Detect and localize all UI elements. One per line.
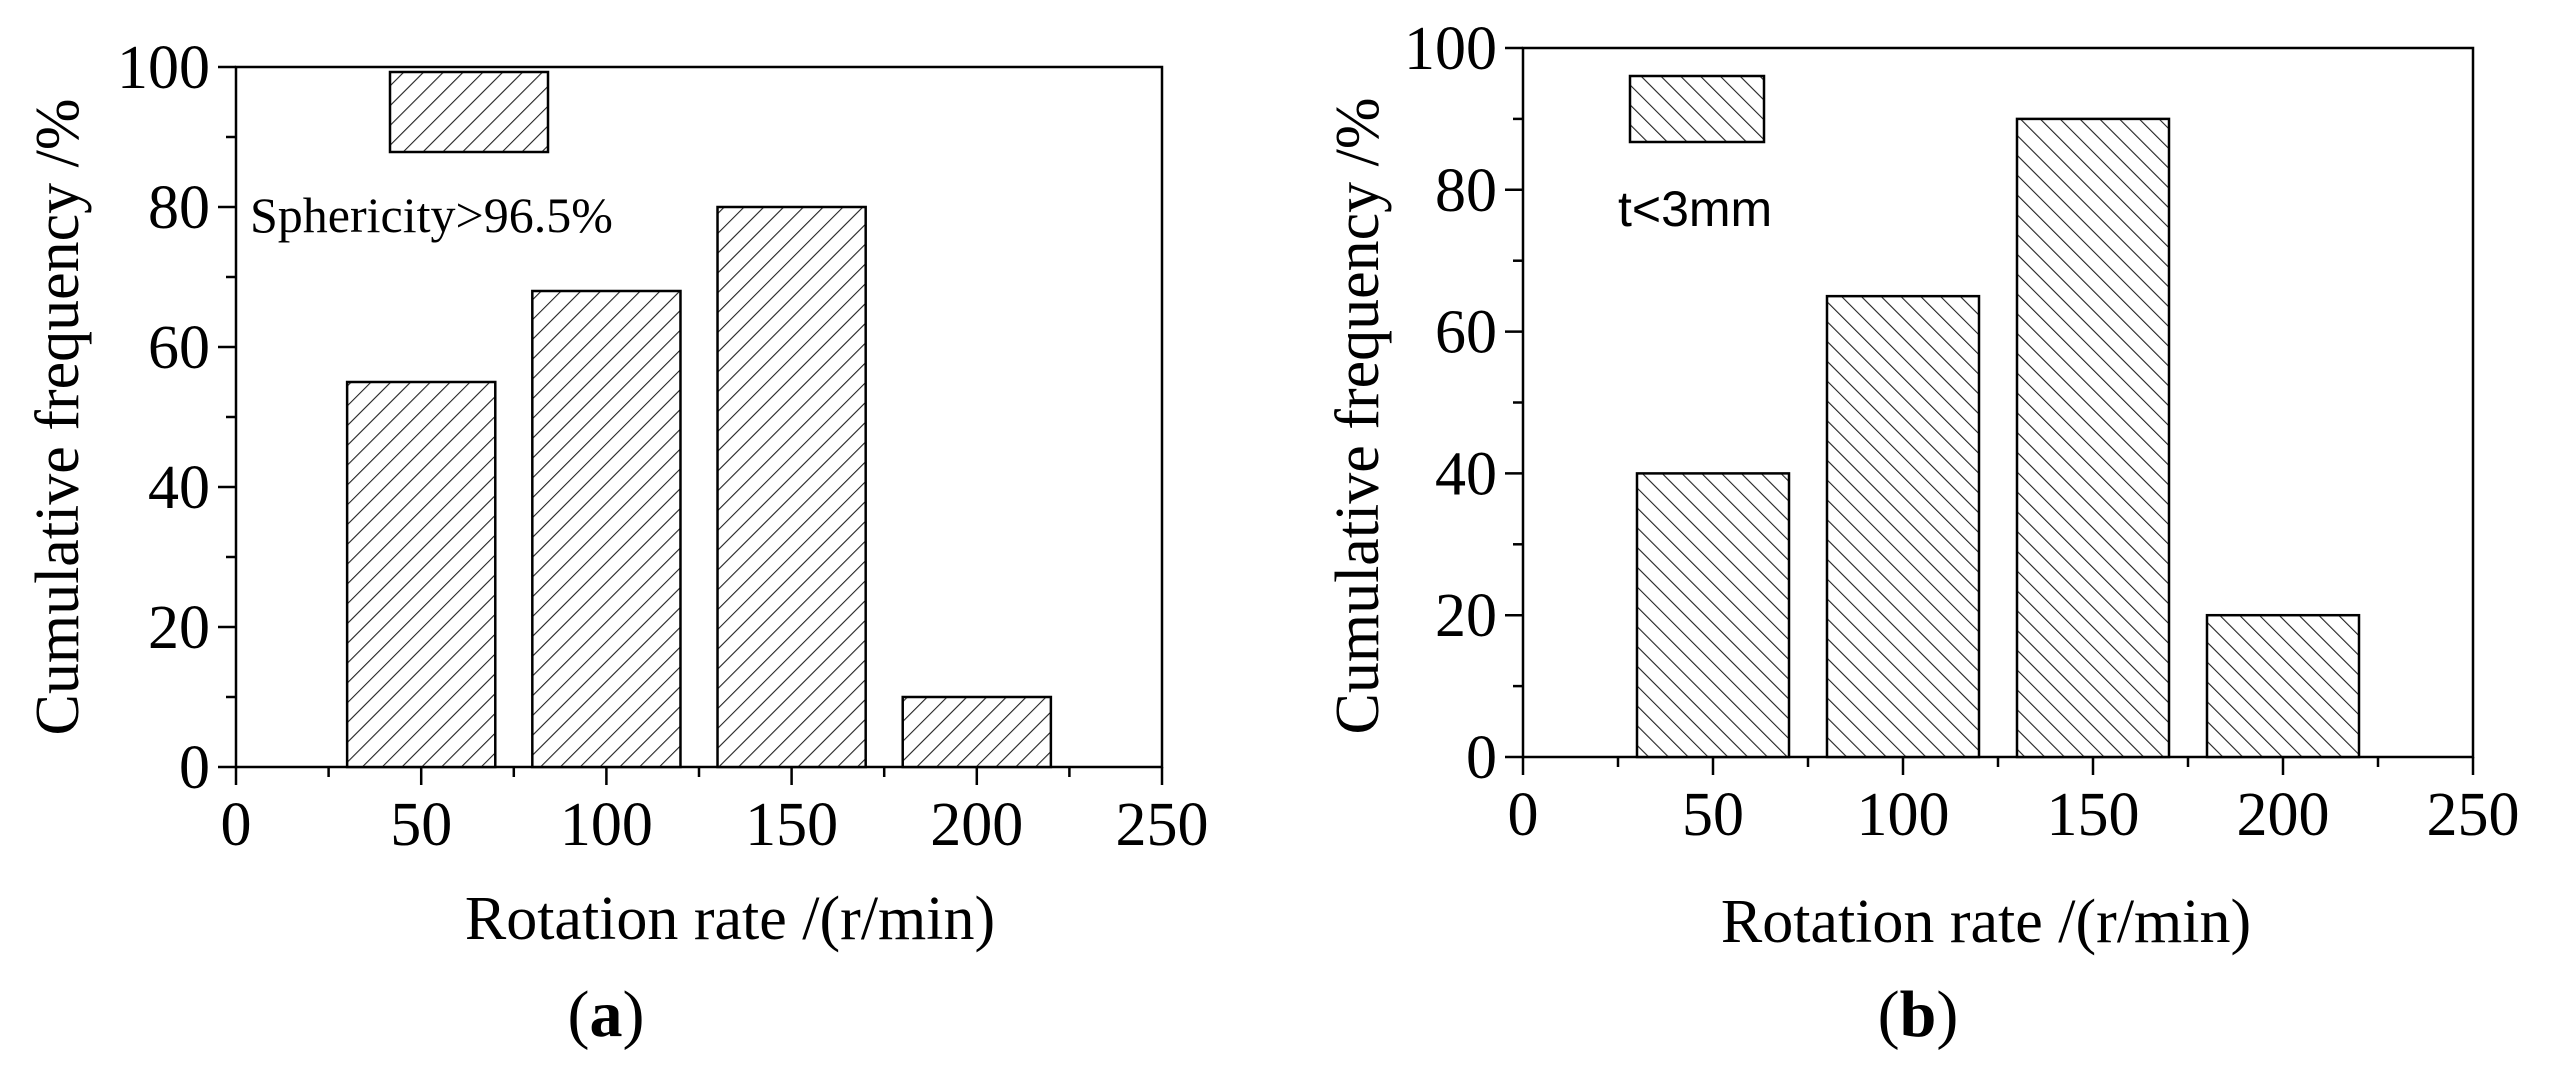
chart-panel-b: 0 20 40 60 80 100 0 50 100 150 200 250 t<3mm Cumul… xyxy=(1324,15,2520,1051)
y-tick-label: 0 xyxy=(1466,724,1497,792)
y-tick-labels-a: 0 20 40 60 80 100 xyxy=(117,34,210,802)
panel-letter-a: a xyxy=(590,978,623,1051)
x-tick-label: 150 xyxy=(2047,781,2140,849)
y-axis-title-b: Cumulative frequency /% xyxy=(1324,97,1392,734)
x-tick-label: 0 xyxy=(221,791,252,859)
y-tick-label: 40 xyxy=(148,454,210,522)
x-axis-title-a: Rotation rate /(r/min) xyxy=(465,885,995,953)
bars-b xyxy=(1635,117,2361,759)
legend-swatch-a xyxy=(388,70,550,154)
x-tick-label: 200 xyxy=(2237,781,2330,849)
y-tick-labels-b: 0 20 40 60 80 100 xyxy=(1404,15,1497,792)
x-tick-label: 100 xyxy=(1857,781,1950,849)
x-tick-label: 150 xyxy=(745,791,838,859)
x-tick-labels-a: 0 50 100 150 200 250 xyxy=(221,791,1209,859)
bar-b-50 xyxy=(1635,472,1791,759)
y-tick-label: 20 xyxy=(1435,582,1497,650)
y-tick-label: 20 xyxy=(148,594,210,662)
ticks-a xyxy=(218,65,1164,785)
legend-label-b: t<3mm xyxy=(1618,181,1772,237)
bar-a-150 xyxy=(716,205,867,769)
bar-b-150 xyxy=(2015,117,2171,759)
bars-a xyxy=(345,205,1053,769)
y-tick-label: 40 xyxy=(1435,440,1497,508)
bar-a-200 xyxy=(901,695,1053,769)
y-tick-label: 100 xyxy=(117,34,210,102)
y-tick-label: 80 xyxy=(1435,157,1497,225)
legend-a: Sphericity>96.5% xyxy=(250,70,613,243)
legend-label-a: Sphericity>96.5% xyxy=(250,187,613,243)
x-axis-title-b: Rotation rate /(r/min) xyxy=(1721,888,2251,956)
bar-b-200 xyxy=(2205,613,2361,759)
bar-a-50 xyxy=(345,380,497,769)
legend-swatch-b xyxy=(1628,74,1766,144)
chart-panel-a: 0 20 40 60 80 100 0 50 100 150 200 250 Sphericity>… xyxy=(24,34,1209,1051)
y-tick-label: 60 xyxy=(148,314,210,382)
y-tick-label: 60 xyxy=(1435,299,1497,367)
x-tick-label: 100 xyxy=(560,791,653,859)
x-tick-label: 0 xyxy=(1508,781,1539,849)
legend-b: t<3mm xyxy=(1618,74,1772,237)
bar-a-100 xyxy=(531,289,682,769)
panel-letter-b: b xyxy=(1900,978,1937,1051)
panel-label-b: (b) xyxy=(1878,978,1959,1051)
ticks-b xyxy=(1505,46,2475,775)
panel-label-a: (a) xyxy=(568,978,645,1051)
y-tick-label: 0 xyxy=(179,734,210,802)
x-tick-labels-b: 0 50 100 150 200 250 xyxy=(1508,781,2520,849)
y-tick-label: 100 xyxy=(1404,15,1497,83)
x-tick-label: 200 xyxy=(930,791,1023,859)
x-tick-label: 50 xyxy=(1682,781,1744,849)
x-tick-label: 250 xyxy=(2427,781,2520,849)
y-axis-title-a: Cumulative frequency /% xyxy=(24,98,92,735)
y-tick-label: 80 xyxy=(148,174,210,242)
x-tick-label: 250 xyxy=(1116,791,1209,859)
bar-b-100 xyxy=(1825,294,1981,759)
x-tick-label: 50 xyxy=(390,791,452,859)
